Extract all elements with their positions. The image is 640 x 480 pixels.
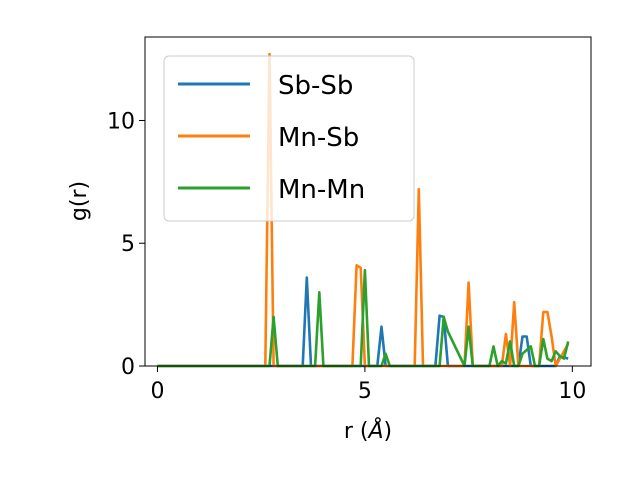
x-axis-label-main: r ( bbox=[344, 419, 369, 444]
y-tick-label: 5 bbox=[121, 232, 135, 257]
legend-box bbox=[163, 55, 415, 222]
x-tick-label: 5 bbox=[358, 379, 372, 404]
x-axis-label-unit: Å bbox=[366, 417, 383, 444]
legend-label-mn-sb: Mn-Sb bbox=[278, 123, 359, 153]
x-axis-ticks: 0 5 10 bbox=[150, 366, 586, 404]
x-tick-label: 0 bbox=[150, 379, 164, 404]
x-tick-label: 10 bbox=[558, 379, 586, 404]
x-axis-label: r (Å) bbox=[344, 417, 392, 444]
y-axis-label: g(r) bbox=[67, 181, 92, 221]
y-axis-ticks: 0 5 10 bbox=[107, 109, 145, 380]
y-tick-label: 10 bbox=[107, 109, 135, 134]
legend: Sb-Sb Mn-Sb Mn-Mn bbox=[163, 55, 415, 222]
x-axis-label-close: ) bbox=[384, 419, 393, 444]
legend-label-sb-sb: Sb-Sb bbox=[278, 71, 353, 101]
y-tick-label: 0 bbox=[121, 355, 135, 380]
legend-label-mn-mn: Mn-Mn bbox=[278, 175, 365, 205]
plot-frame bbox=[144, 36, 592, 367]
